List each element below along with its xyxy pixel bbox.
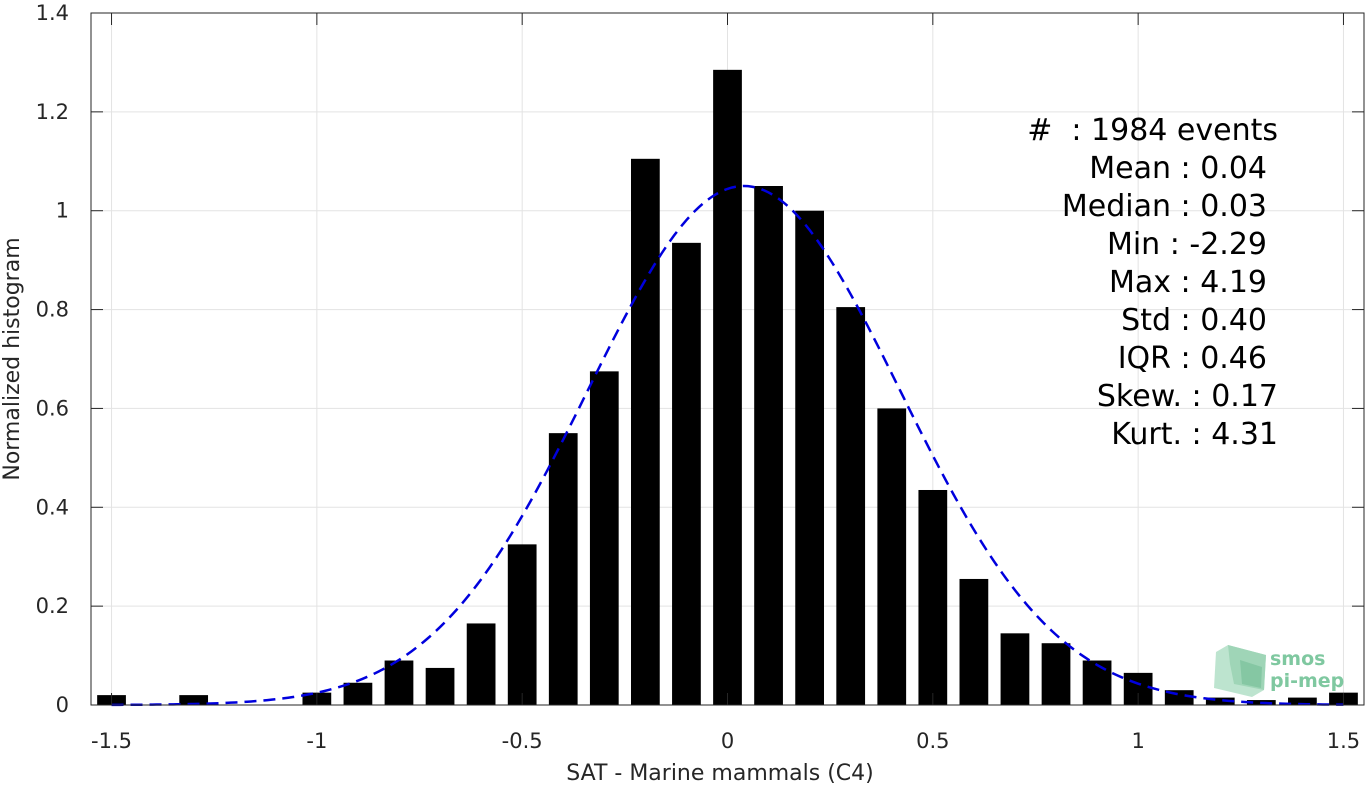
y-tick-label: 0.4 bbox=[36, 495, 69, 519]
stat-line: IQR : 0.46 bbox=[1118, 341, 1267, 376]
histogram-bars bbox=[97, 69, 1358, 706]
y-tick-label: 0.8 bbox=[36, 298, 69, 322]
histogram-bar bbox=[507, 544, 537, 705]
stat-line: Median : 0.03 bbox=[1062, 189, 1267, 224]
y-axis-label: Normalized histogram bbox=[0, 237, 25, 480]
histogram-bar bbox=[589, 371, 619, 705]
histogram-bar bbox=[425, 667, 455, 705]
histogram-bar bbox=[1000, 633, 1030, 705]
x-tick-labels: -1.5 -1 -0.5 0 0.5 1 1.5 bbox=[91, 729, 1360, 753]
histogram-bar bbox=[836, 307, 866, 705]
histogram-bar bbox=[1205, 697, 1235, 705]
stat-line: Mean : 0.04 bbox=[1089, 151, 1267, 186]
y-tick-label: 0.6 bbox=[36, 396, 69, 420]
y-tick-label: 0.2 bbox=[36, 594, 69, 618]
histogram-bar bbox=[630, 158, 660, 706]
histogram-bar bbox=[1288, 697, 1317, 705]
histogram-bar bbox=[466, 623, 496, 705]
histogram-bar bbox=[754, 186, 783, 705]
stat-line: Max : 4.19 bbox=[1109, 265, 1267, 300]
x-tick-label: 0.5 bbox=[916, 729, 949, 753]
y-tick-label: 1.2 bbox=[36, 100, 69, 124]
stat-line: Min : -2.29 bbox=[1107, 227, 1267, 262]
logo-mark-icon bbox=[1214, 645, 1266, 697]
histogram-bar bbox=[918, 489, 948, 705]
histogram-bar bbox=[1082, 660, 1112, 705]
y-tick-label: 1.4 bbox=[36, 1, 69, 25]
x-axis-label: SAT - Marine mammals (C4) bbox=[566, 761, 874, 785]
y-tick-labels: 0 0.2 0.4 0.6 0.8 1 1.2 1.4 bbox=[36, 1, 69, 717]
logo-line2: pi-mep bbox=[1270, 670, 1344, 692]
x-tick-label: 1 bbox=[1131, 729, 1144, 753]
histogram-bar bbox=[877, 408, 907, 705]
x-tick-label: -1 bbox=[306, 729, 327, 753]
smos-pi-mep-logo: smos pi-mep bbox=[1214, 645, 1344, 697]
x-tick-label: -0.5 bbox=[502, 729, 543, 753]
stat-line: Std : 0.40 bbox=[1121, 303, 1267, 338]
stat-line: Skew. : 0.17 bbox=[1097, 379, 1278, 414]
x-tick-label: 1.5 bbox=[1327, 729, 1360, 753]
histogram-bar bbox=[713, 69, 742, 706]
normal-fit-curve bbox=[111, 184, 1344, 707]
histogram-bar bbox=[1041, 643, 1071, 705]
axis-ticks bbox=[91, 12, 1364, 706]
histogram-bar bbox=[384, 660, 414, 705]
stat-line: Kurt. : 4.31 bbox=[1111, 417, 1278, 452]
histogram-bar bbox=[795, 210, 825, 705]
histogram-bar bbox=[672, 242, 701, 706]
y-tick-label: 1 bbox=[56, 199, 69, 223]
histogram-bar bbox=[343, 682, 373, 705]
y-tick-label: 0 bbox=[56, 693, 69, 717]
histogram-bar bbox=[548, 433, 578, 705]
stat-line: # : 1984 events bbox=[1027, 113, 1278, 148]
x-tick-label: 0 bbox=[721, 729, 734, 753]
histogram-bar bbox=[959, 578, 989, 705]
x-tick-label: -1.5 bbox=[91, 729, 132, 753]
histogram-bar bbox=[179, 695, 209, 705]
logo-line1: smos bbox=[1270, 648, 1325, 670]
